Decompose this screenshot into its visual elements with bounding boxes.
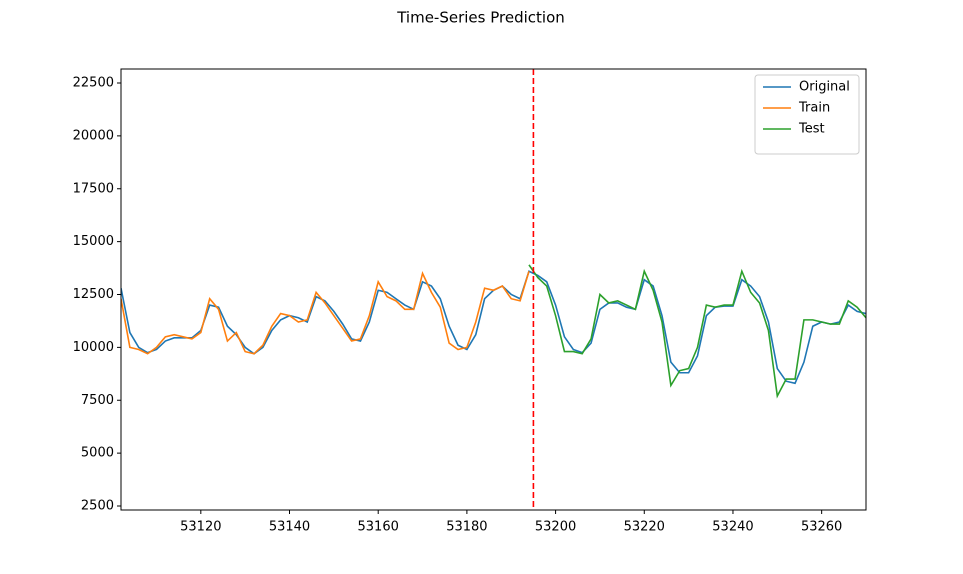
legend-label: Train bbox=[798, 101, 830, 116]
x-tick-label: 53160 bbox=[358, 520, 399, 535]
y-tick-label: 15000 bbox=[73, 234, 114, 249]
y-tick-label: 2500 bbox=[81, 499, 114, 514]
y-tick-label: 10000 bbox=[73, 340, 114, 355]
series-line bbox=[528, 264, 866, 399]
x-tick-label: 53120 bbox=[180, 520, 221, 535]
legend-label: Test bbox=[798, 122, 825, 137]
x-tick-label: 53140 bbox=[269, 520, 310, 535]
series-line bbox=[121, 270, 866, 385]
y-tick-label: 7500 bbox=[81, 393, 114, 408]
x-tick-label: 53260 bbox=[801, 520, 842, 535]
series-line bbox=[121, 270, 530, 355]
y-tick-label: 20000 bbox=[73, 128, 114, 143]
y-tick-label: 17500 bbox=[73, 181, 114, 196]
x-tick-label: 53180 bbox=[446, 520, 487, 535]
legend-label: Original bbox=[799, 80, 850, 95]
x-tick-label: 53240 bbox=[712, 520, 753, 535]
plot-frame bbox=[120, 68, 867, 511]
y-tick-label: 22500 bbox=[73, 76, 114, 91]
chart-title: Time-Series Prediction bbox=[396, 9, 565, 27]
legend-box bbox=[754, 74, 860, 155]
y-tick-label: 12500 bbox=[73, 287, 114, 302]
y-tick-label: 5000 bbox=[81, 446, 114, 461]
x-tick-label: 53220 bbox=[624, 520, 665, 535]
x-tick-label: 53200 bbox=[535, 520, 576, 535]
